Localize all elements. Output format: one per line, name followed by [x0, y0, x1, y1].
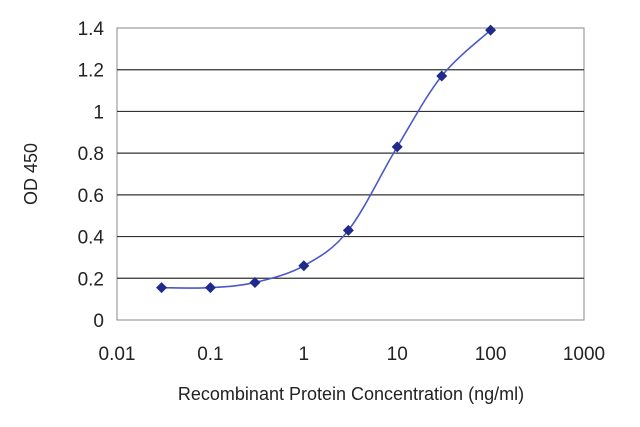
- data-point-4: [342, 224, 354, 236]
- x-tick-label-4: 100: [475, 344, 507, 365]
- data-point-6: [436, 70, 448, 82]
- y-tick-labels: 0 0.2 0.4 0.6 0.8 1 1.2 1.4: [78, 19, 105, 332]
- data-point-5: [391, 141, 403, 153]
- data-point-2: [249, 276, 261, 288]
- y-axis-title: OD 450: [21, 143, 41, 205]
- y-tick-label-6: 1.2: [78, 61, 104, 82]
- x-tick-labels: 0.01 0.1 1 10 100 1000: [99, 344, 606, 365]
- y-tick-label-5: 1: [93, 102, 104, 123]
- series-group: [156, 24, 497, 294]
- y-tick-label-3: 0.6: [78, 186, 104, 207]
- data-point-3: [298, 260, 310, 272]
- x-tick-label-3: 10: [387, 344, 408, 365]
- x-tick-label-0: 0.01: [99, 344, 136, 365]
- y-tick-label-4: 0.8: [78, 144, 104, 165]
- y-tick-label-2: 0.4: [78, 228, 105, 249]
- y-tick-label-0: 0: [93, 311, 104, 332]
- x-axis-title: Recombinant Protein Concentration (ng/ml…: [178, 384, 524, 404]
- y-tick-label-1: 0.2: [78, 269, 104, 290]
- x-tick-label-5: 1000: [563, 344, 605, 365]
- plot-area: [116, 27, 585, 321]
- data-point-1: [204, 282, 216, 294]
- x-tick-label-2: 1: [299, 344, 310, 365]
- data-point-7: [485, 24, 497, 36]
- data-point-0: [156, 282, 168, 294]
- gridlines: [117, 69, 584, 279]
- y-tick-label-7: 1.4: [78, 19, 105, 40]
- x-tick-label-1: 0.1: [197, 344, 223, 365]
